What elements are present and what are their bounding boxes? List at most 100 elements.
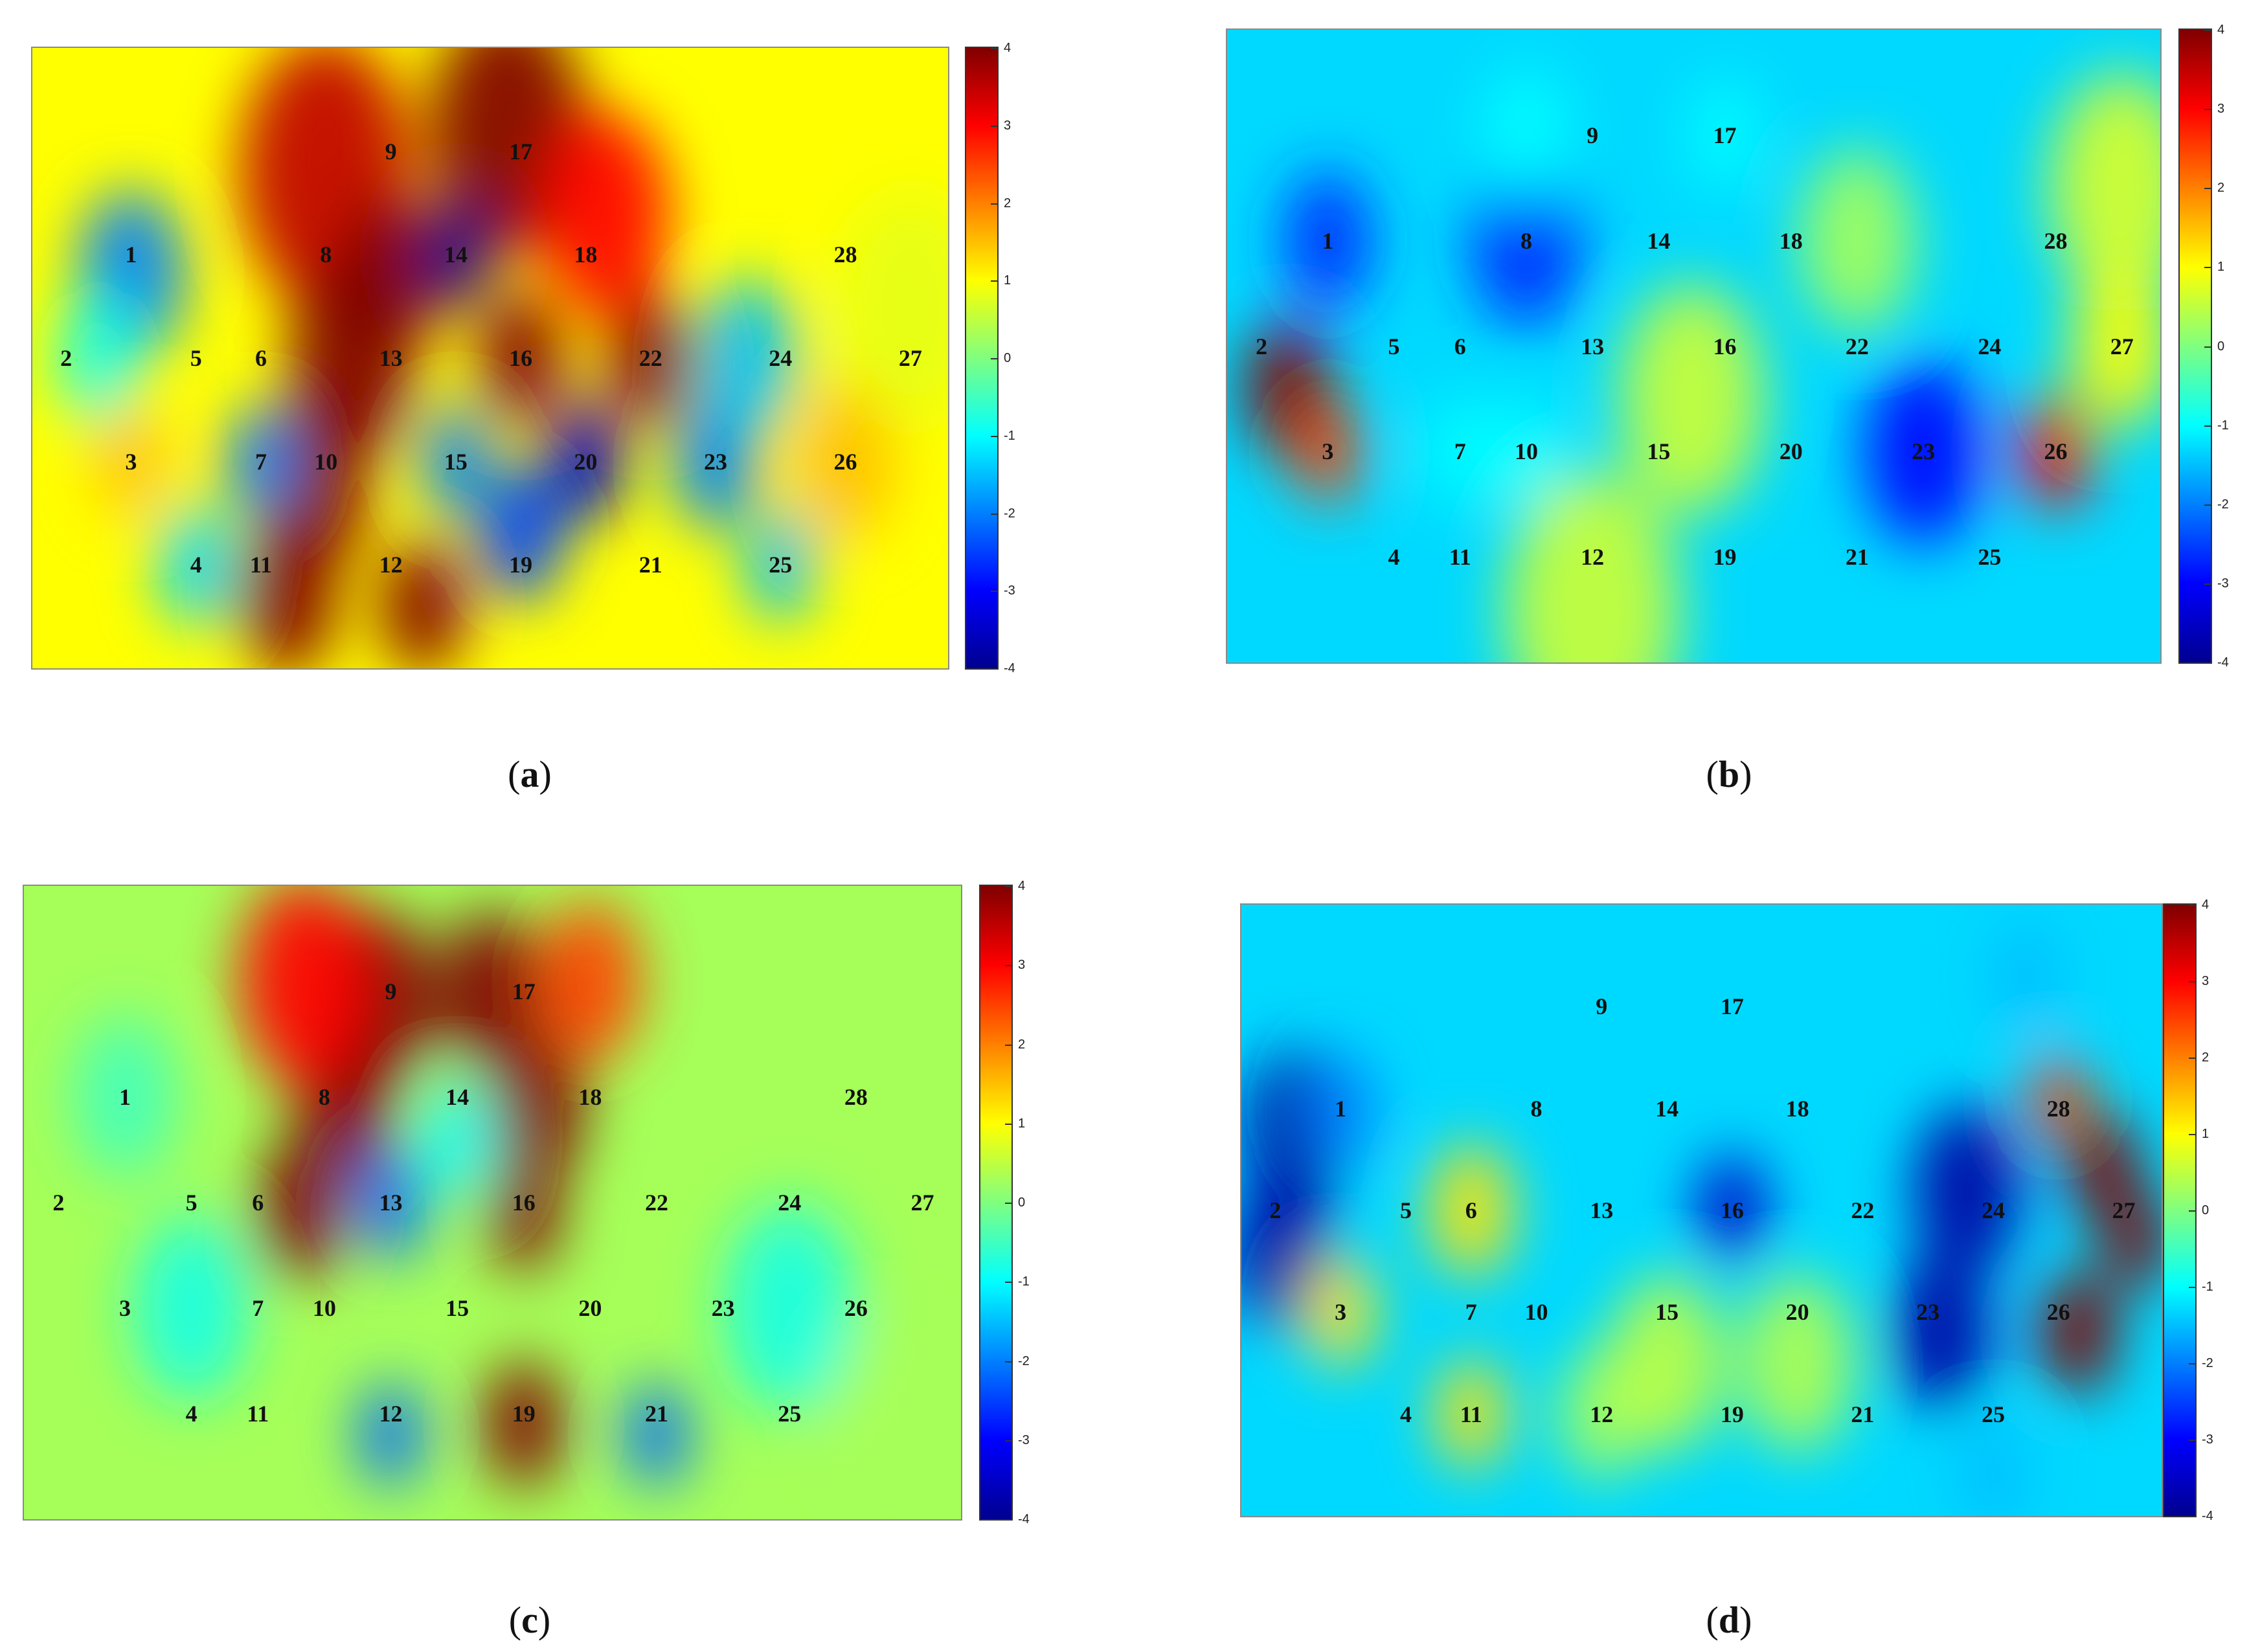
heatmap-blob (1505, 470, 1680, 662)
sensor-label-9: 9 (385, 979, 397, 1004)
sensor-label-23: 23 (711, 1295, 735, 1321)
sensor-label-27: 27 (898, 345, 922, 371)
colorbar-tick-label: -1 (1018, 1274, 1030, 1289)
sensor-label-2: 2 (1269, 1197, 1282, 1223)
colorbar-tick-mark (991, 48, 997, 49)
heatmap-field (1244, 65, 2160, 662)
colorbar-tick-label: 1 (1018, 1116, 1026, 1131)
colorbar-tick-mark (1005, 886, 1011, 887)
sensor-label-13: 13 (379, 345, 403, 371)
sensor-label-16: 16 (1713, 333, 1737, 359)
heatmap-blob (487, 1155, 561, 1271)
sensor-label-26: 26 (2046, 1299, 2070, 1326)
heatmap-a: 1 2 3 4 5 6 7 8 9 10 11 12 13 14 15 16 17 18 19 20 21 22 23 24 2… (31, 47, 949, 670)
sensor-label-22: 22 (639, 345, 662, 371)
sensor-label-12: 12 (1581, 544, 1605, 571)
sensor-label-13: 13 (1581, 333, 1605, 359)
colorbar-tick-label: 2 (2217, 181, 2225, 196)
sensor-label-19: 19 (509, 552, 533, 578)
sensor-label-26: 26 (844, 1295, 868, 1321)
colorbar-tick-label: 3 (1004, 118, 1011, 133)
sensor-label-24: 24 (778, 1190, 802, 1216)
sensor-label-17: 17 (1713, 122, 1737, 148)
sensor-label-21: 21 (644, 1401, 668, 1427)
sensor-label-6: 6 (254, 345, 267, 371)
heatmap-blob (73, 1015, 177, 1179)
sensor-label-5: 5 (190, 345, 202, 371)
sensor-label-3: 3 (125, 448, 137, 475)
colorbar-tick-label: -4 (2202, 1509, 2213, 1523)
sensor-label-5: 5 (1399, 1197, 1412, 1223)
heatmap-blob (2049, 72, 2160, 304)
sensor-label-27: 27 (910, 1190, 934, 1216)
sensor-label-11: 11 (1449, 544, 1471, 571)
heatmap-blob (1304, 1052, 1377, 1165)
heatmap-blob (1482, 65, 1570, 205)
sensor-label-16: 16 (512, 1190, 536, 1216)
colorbar-tick-label: 1 (2217, 260, 2225, 275)
heatmap-blob (2019, 393, 2092, 510)
colorbar-a: 4 3 2 1 0 -1 -2 -3 -4 (965, 41, 1015, 675)
sensor-label-13: 13 (1590, 1197, 1614, 1223)
heatmap-blob (1989, 920, 2062, 1032)
colorbar-tick-label: -3 (2217, 576, 2229, 591)
heatmap-blob (723, 1203, 855, 1413)
colorbar-tick-label: -3 (1018, 1432, 1030, 1447)
sensor-label-20: 20 (574, 448, 598, 475)
colorbar-tick-label: 3 (2217, 102, 2225, 117)
sensor-label-20: 20 (578, 1295, 602, 1321)
heatmap-c-svg (24, 886, 961, 1519)
sensor-label-25: 25 (1981, 1401, 2005, 1427)
colorbar-tick-label: 0 (2217, 339, 2225, 354)
sensor-label-7: 7 (254, 448, 267, 475)
heatmap-blob (2104, 1190, 2162, 1292)
colorbar-tick-mark (1005, 1282, 1011, 1284)
colorbar-tick-label: -1 (1004, 428, 1015, 443)
colorbar-tick-label: -2 (2202, 1356, 2213, 1370)
heatmap-blob (477, 289, 564, 427)
colorbar-tick-mark (2189, 981, 2195, 982)
sensor-label-26: 26 (2044, 438, 2068, 465)
colorbar-tick-mark (2189, 1134, 2195, 1135)
sensor-label-25: 25 (769, 552, 793, 578)
colorbar-tick-label: -4 (1004, 661, 1015, 675)
colorbar-tick-mark (991, 591, 997, 593)
sensor-label-24: 24 (1981, 1197, 2005, 1223)
colorbar-c: 4 3 2 1 0 -1 -2 -3 -4 (979, 879, 1030, 1526)
sensor-label-19: 19 (1720, 1401, 1744, 1427)
heatmap-blob (795, 381, 896, 541)
sensor-label-28: 28 (844, 1084, 868, 1110)
heatmap-blob (1283, 171, 1372, 311)
colorbar-tick-mark (1005, 1440, 1011, 1442)
heatmap-blob (420, 1081, 494, 1197)
sensor-label-9: 9 (1587, 122, 1599, 148)
sensor-label-10: 10 (1524, 1299, 1548, 1326)
colorbar-tick-label: -4 (1018, 1512, 1030, 1526)
sensor-label-17: 17 (509, 138, 533, 164)
sensor-label-9: 9 (385, 138, 397, 164)
sensor-label-15: 15 (446, 1295, 469, 1321)
sensor-label-16: 16 (1720, 1197, 1744, 1223)
heatmap-blob (1428, 1143, 1515, 1278)
heatmap-blob (489, 1032, 585, 1183)
heatmap-blob (238, 886, 370, 1086)
colorbar-d: 4 3 2 1 0 -1 -2 -3 -4 (2163, 898, 2213, 1522)
sensor-label-14: 14 (446, 1084, 469, 1110)
sensor-label-3: 3 (1322, 438, 1334, 465)
colorbar-tick-label: 0 (1004, 351, 1011, 365)
sensor-label-13: 13 (379, 1190, 403, 1216)
colorbar-tick-label: 4 (1018, 879, 1026, 893)
sensor-label-24: 24 (1978, 333, 2002, 359)
sensor-label-1: 1 (119, 1084, 131, 1110)
heatmap-blob (1798, 148, 1916, 334)
heatmap-blob (2029, 1053, 2088, 1144)
sensor-label-3: 3 (119, 1295, 131, 1321)
heatmap-blob (95, 404, 167, 519)
heatmap-b-svg (1227, 30, 2160, 662)
sensor-label-20: 20 (1779, 438, 1803, 465)
sensor-label-7: 7 (1454, 438, 1466, 465)
sensor-label-21: 21 (639, 552, 662, 578)
colorbar-tick-label: 0 (2202, 1203, 2209, 1217)
sensor-label-4: 4 (190, 552, 202, 578)
sensor-label-14: 14 (1655, 1095, 1679, 1122)
